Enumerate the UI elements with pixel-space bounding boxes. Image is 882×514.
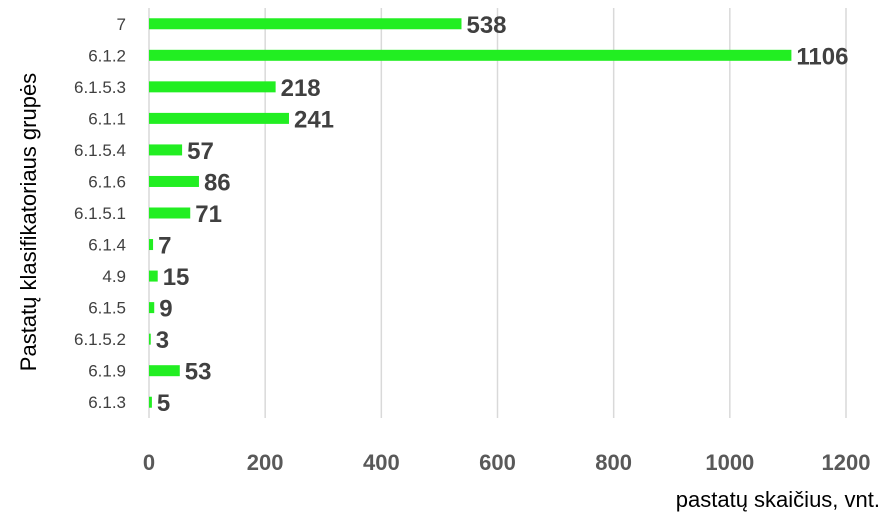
bar xyxy=(149,333,151,345)
y-tick-labels: 7 6.1.2 6.1.5.3 6.1.1 6.1.5.4 6.1.6 6.1.5.1 6.1… xyxy=(74,15,126,412)
y-tick-label: 6.1.9 xyxy=(88,362,126,381)
x-tick-labels: 0 200 400 600 800 1000 1200 xyxy=(143,450,871,475)
y-tick-label: 4.9 xyxy=(102,267,126,286)
x-tick-label: 600 xyxy=(479,450,516,475)
data-label: 57 xyxy=(187,138,214,165)
x-tick-label: 400 xyxy=(363,450,400,475)
y-tick-label: 6.1.5 xyxy=(88,299,126,318)
bar xyxy=(149,302,155,314)
y-tick-label: 6.1.5.1 xyxy=(74,204,126,223)
y-tick-label: 6.1.4 xyxy=(88,236,126,255)
data-label: 86 xyxy=(204,169,231,196)
y-tick-label: 6.1.6 xyxy=(88,172,126,191)
bar xyxy=(149,396,152,408)
data-label: 15 xyxy=(163,264,190,291)
bar xyxy=(149,144,183,156)
y-tick-label: 6.1.5.4 xyxy=(74,141,126,160)
data-label: 218 xyxy=(281,75,321,102)
x-tick-label: 1200 xyxy=(822,450,871,475)
data-label: 9 xyxy=(159,296,172,323)
data-label: 538 xyxy=(466,12,506,39)
x-tick-label: 800 xyxy=(595,450,632,475)
data-label: 241 xyxy=(294,106,334,133)
y-tick-label: 6.1.2 xyxy=(88,46,126,65)
data-label: 5 xyxy=(157,390,170,417)
y-tick-label: 6.1.3 xyxy=(88,393,126,412)
y-axis-title: Pastatų klasifikatoriaus grupės xyxy=(16,73,41,371)
data-label: 3 xyxy=(156,327,169,354)
bar xyxy=(149,239,154,251)
bar xyxy=(149,81,276,93)
x-tick-label: 1000 xyxy=(705,450,754,475)
y-tick-label: 6.1.5.3 xyxy=(74,78,126,97)
y-tick-label: 6.1.5.2 xyxy=(74,330,126,349)
x-tick-label: 200 xyxy=(247,450,284,475)
data-labels: 538 1106 218 241 57 86 71 7 15 9 3 53 5 xyxy=(156,12,849,417)
x-axis-title: pastatų skaičius, vnt. xyxy=(676,487,880,512)
y-tick-label: 6.1.1 xyxy=(88,109,126,128)
bar xyxy=(149,365,180,377)
data-label: 7 xyxy=(158,233,171,260)
bar xyxy=(149,49,792,61)
data-label: 71 xyxy=(195,201,222,228)
grid-lines xyxy=(148,8,847,418)
x-tick-label: 0 xyxy=(143,450,155,475)
data-label: 53 xyxy=(185,359,212,386)
bars xyxy=(149,18,792,408)
bar xyxy=(149,112,289,124)
y-tick-label: 7 xyxy=(117,15,126,34)
bar xyxy=(149,175,199,187)
bar xyxy=(149,18,462,30)
bar xyxy=(149,207,191,219)
bar xyxy=(149,270,158,282)
data-label: 1106 xyxy=(796,43,848,70)
